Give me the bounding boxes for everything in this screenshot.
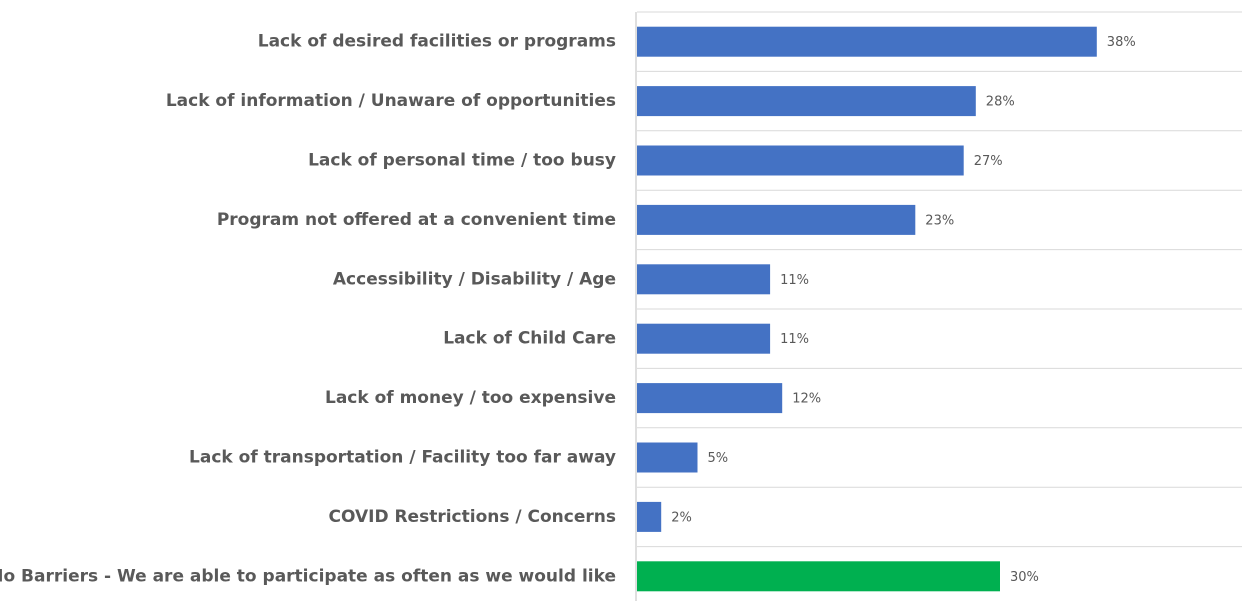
bar [637,204,916,235]
category-label: Lack of personal time / too busy [308,151,616,171]
value-label: 38% [1107,35,1136,50]
category-label: No Barriers - We are able to participate… [0,566,616,586]
bar [637,264,771,295]
category-label: Lack of Child Care [443,329,616,349]
category-label: Accessibility / Disability / Age [333,269,616,289]
value-label: 30% [1010,570,1039,585]
bar [637,26,1097,57]
category-label: Lack of information / Unaware of opportu… [166,91,616,111]
bar [637,383,783,414]
category-label: Lack of transportation / Facility too fa… [189,448,616,468]
bar [637,323,771,354]
category-label: Lack of desired facilities or programs [258,32,616,52]
value-label: 23% [925,213,954,228]
bar [637,501,662,532]
value-label: 27% [974,154,1003,169]
category-label: Program not offered at a convenient time [217,210,616,230]
value-label: 5% [708,451,729,466]
value-label: 28% [986,95,1015,110]
category-label: COVID Restrictions / Concerns [328,507,616,527]
value-label: 11% [780,273,809,288]
bar [637,561,1000,592]
value-label: 2% [671,510,692,525]
category-label: Lack of money / too expensive [325,388,616,408]
bar [637,86,976,117]
value-label: 11% [780,332,809,347]
value-label: 12% [792,392,821,407]
bar [637,442,698,473]
bar [637,145,964,176]
